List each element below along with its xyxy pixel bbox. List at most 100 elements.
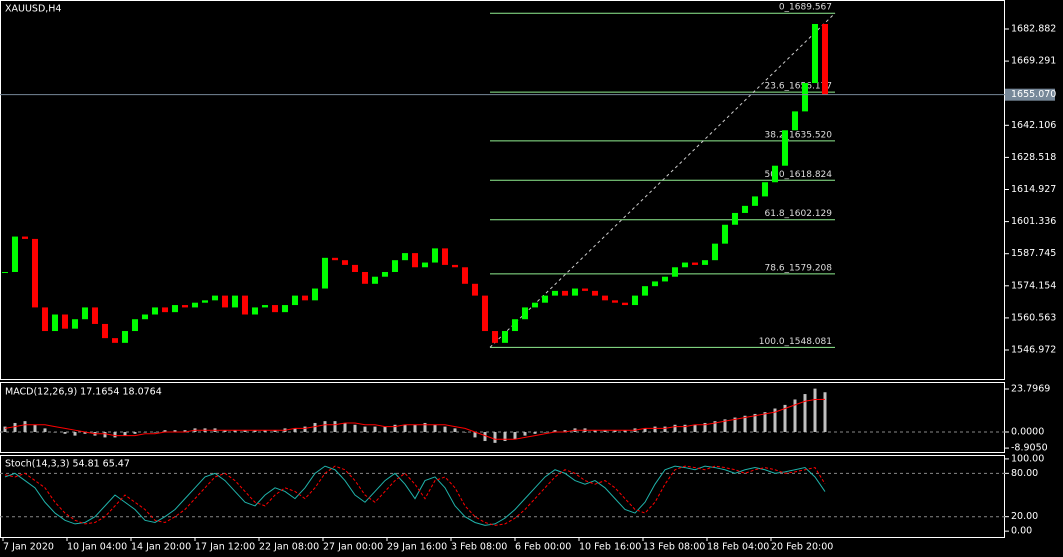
y-tick-label: 1628.518 [1011, 152, 1056, 163]
candle [652, 281, 658, 287]
candle [152, 307, 158, 315]
y-tick-label: 1560.563 [1011, 312, 1056, 323]
macd-bar [653, 426, 657, 432]
macd-bar [733, 417, 737, 432]
macd-bar [383, 426, 387, 432]
candle [772, 165, 778, 183]
candle [462, 267, 468, 284]
x-tick-label: 27 Jan 00:00 [323, 542, 383, 553]
candle [2, 271, 8, 273]
macd-bar [823, 392, 827, 432]
candle [52, 314, 58, 332]
y-tick-label: 1587.745 [1011, 248, 1056, 259]
macd-bar [3, 426, 7, 432]
x-tick-label: 10 Jan 04:00 [67, 542, 127, 553]
macd-bar [373, 426, 377, 432]
macd-title: MACD(12,26,9) 17.1654 18.0764 [5, 387, 162, 398]
macd-bar [113, 431, 117, 438]
macd-bar [763, 412, 767, 432]
y-tick-label: -8.9050 [1011, 443, 1048, 454]
y-tick-label: 1546.972 [1011, 344, 1056, 355]
candle [32, 238, 38, 308]
macd-bar [703, 422, 707, 432]
candle [192, 302, 198, 308]
candle [232, 295, 238, 308]
candle [112, 338, 118, 343]
macd-bar [753, 413, 757, 432]
macd-bar [433, 424, 437, 432]
macd-bar [143, 431, 147, 433]
candle [682, 262, 688, 268]
y-tick-label: 1601.336 [1011, 216, 1056, 227]
candle [132, 319, 138, 332]
macd-bar [133, 431, 137, 434]
candle [602, 295, 608, 301]
macd-bar [483, 431, 487, 442]
fib-label: 50.0_1618.824 [765, 170, 833, 180]
macd-bar [13, 422, 17, 432]
macd-bar [683, 424, 687, 432]
macd-bar [43, 428, 47, 432]
candle [382, 271, 388, 277]
candle [692, 262, 698, 265]
main-frame [0, 0, 1005, 380]
current-price-label: 1655.070 [1011, 89, 1056, 100]
macd-bar [503, 431, 507, 442]
macd-bar [153, 431, 157, 433]
macd-bar [23, 421, 27, 432]
candle [402, 253, 408, 261]
y-tick-label: 1682.882 [1011, 23, 1056, 34]
x-tick-label: 7 Jan 2020 [3, 542, 54, 553]
y-tick-label: 0.00 [1011, 526, 1032, 537]
y-tick-label: 0.0000 [1011, 426, 1044, 437]
macd-bar [233, 430, 237, 432]
candle [172, 305, 178, 313]
candle [342, 260, 348, 265]
macd-bar [603, 430, 607, 432]
macd-bar [803, 394, 807, 432]
macd-bar [333, 421, 337, 432]
candle [222, 295, 228, 308]
x-tick-label: 13 Feb 08:00 [643, 542, 705, 553]
macd-bar [673, 424, 677, 432]
candle [62, 314, 68, 329]
macd-bar [323, 421, 327, 432]
candle [802, 83, 808, 112]
candle [332, 257, 338, 261]
candle [22, 236, 28, 239]
candle [92, 307, 98, 324]
macd-bar [343, 422, 347, 432]
candle [592, 290, 598, 296]
macd-bar [123, 431, 127, 436]
candle [562, 290, 568, 296]
macd-bar [623, 430, 627, 432]
candle [362, 271, 368, 284]
candle [212, 295, 218, 301]
candle [182, 305, 188, 308]
candle [452, 264, 458, 268]
candle [292, 295, 298, 306]
candle [612, 300, 618, 303]
macd-bar [563, 430, 567, 432]
candle [482, 295, 488, 332]
macd-bar [73, 431, 77, 436]
y-tick-label: 1614.927 [1011, 184, 1056, 195]
candle [352, 264, 358, 272]
macd-bar [693, 424, 697, 432]
candle [502, 331, 508, 343]
macd-bar [83, 431, 87, 434]
candle [142, 314, 148, 320]
macd-bar [463, 431, 467, 433]
candle [712, 243, 718, 261]
macd-bar [743, 415, 747, 432]
candle [12, 236, 18, 272]
y-tick-label: 23.7969 [1011, 383, 1050, 394]
candle [722, 224, 728, 244]
candle [792, 111, 798, 131]
candle [622, 302, 628, 306]
candle [672, 267, 678, 277]
candle [322, 257, 328, 289]
macd-bar [33, 424, 37, 432]
macd-bar [353, 424, 357, 432]
